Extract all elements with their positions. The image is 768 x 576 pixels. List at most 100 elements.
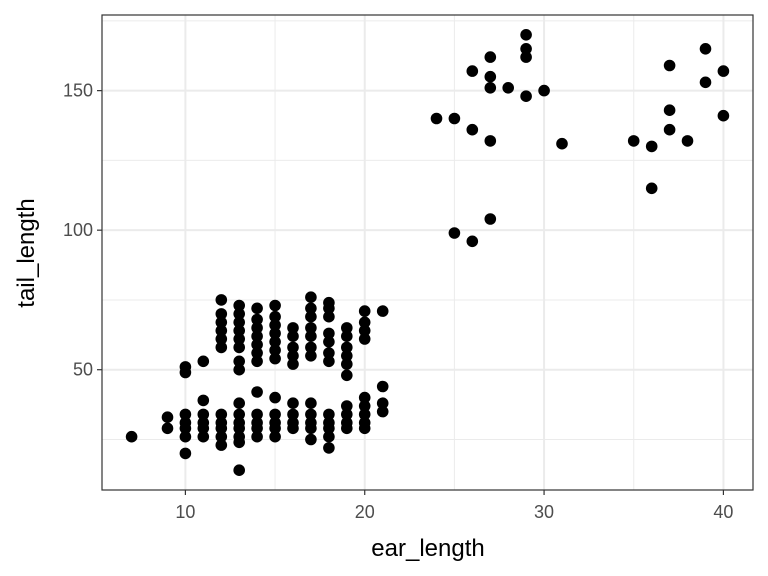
data-point: [323, 347, 335, 359]
y-axis-ticks: 50 100 150: [63, 81, 102, 380]
data-point: [269, 430, 281, 443]
data-point: [520, 90, 532, 102]
data-point: [287, 416, 299, 429]
data-point: [233, 416, 245, 429]
data-point: [341, 341, 353, 354]
data-point: [323, 416, 335, 429]
data-point: [233, 408, 245, 421]
data-point: [627, 135, 640, 147]
data-point: [538, 84, 550, 97]
data-point: [287, 358, 299, 370]
data-point: [251, 408, 263, 421]
data-point: [323, 310, 335, 323]
data-point: [287, 341, 299, 354]
data-point: [269, 310, 281, 323]
data-point: [251, 313, 263, 326]
data-point: [305, 330, 317, 343]
y-tick-label: 100: [63, 220, 93, 240]
y-tick-label: 50: [73, 360, 93, 380]
data-point: [197, 394, 210, 407]
data-point: [233, 430, 245, 443]
data-point: [215, 416, 228, 429]
data-point: [520, 51, 532, 63]
data-point: [323, 408, 335, 421]
data-point: [197, 408, 210, 421]
data-point: [430, 112, 443, 125]
data-point: [251, 302, 263, 315]
data-point: [520, 29, 532, 41]
data-point: [323, 355, 335, 368]
data-point: [233, 333, 245, 345]
data-point: [341, 408, 353, 421]
data-point: [323, 296, 335, 309]
data-point: [179, 408, 192, 421]
data-point: [484, 51, 497, 63]
data-point: [215, 439, 228, 451]
data-point: [179, 430, 192, 443]
data-point: [215, 430, 228, 443]
data-point: [305, 433, 317, 446]
data-point: [215, 308, 228, 320]
data-point: [376, 305, 389, 317]
data-point: [341, 322, 353, 334]
data-point: [305, 302, 317, 315]
data-point: [341, 358, 353, 370]
data-point: [233, 341, 245, 354]
data-point: [358, 324, 371, 337]
data-point: [448, 227, 461, 239]
data-point: [197, 416, 210, 429]
data-point: [305, 350, 317, 362]
data-point: [305, 291, 317, 304]
data-point: [663, 123, 676, 136]
data-point: [341, 369, 353, 382]
data-point: [699, 43, 712, 55]
panel-border: [101, 14, 754, 491]
data-point: [305, 416, 317, 429]
data-point: [305, 322, 317, 334]
data-point: [287, 322, 299, 334]
data-point: [305, 408, 317, 421]
data-point: [287, 397, 299, 410]
data-point: [179, 416, 192, 429]
data-point: [287, 408, 299, 421]
data-point: [269, 327, 281, 340]
data-point: [215, 324, 228, 337]
data-point: [251, 386, 263, 398]
data-point: [215, 333, 228, 345]
data-point: [305, 341, 317, 354]
y-tick-label: 150: [63, 81, 93, 101]
data-point: [358, 333, 371, 345]
data-point: [681, 135, 694, 147]
data-point: [269, 344, 281, 357]
data-point: [645, 182, 658, 195]
data-points: [125, 29, 730, 477]
data-point: [466, 123, 479, 136]
data-point: [269, 336, 281, 348]
data-point: [233, 299, 245, 312]
data-point: [125, 430, 138, 443]
data-point: [233, 355, 245, 368]
data-point: [466, 235, 479, 248]
data-point: [358, 400, 371, 412]
data-point: [502, 82, 514, 94]
data-point: [358, 408, 371, 421]
data-point: [269, 408, 281, 421]
data-point: [358, 391, 371, 404]
data-point: [251, 347, 263, 359]
data-point: [323, 430, 335, 443]
data-point: [269, 352, 281, 365]
data-point: [251, 338, 263, 351]
data-point: [323, 327, 335, 340]
x-tick-label: 40: [713, 502, 733, 522]
data-point: [251, 322, 263, 334]
data-point: [341, 330, 353, 343]
data-point: [161, 411, 174, 424]
data-point: [484, 82, 497, 94]
data-point: [376, 405, 389, 418]
data-point: [358, 316, 371, 329]
data-point: [376, 380, 389, 393]
data-point: [215, 341, 228, 354]
data-point: [233, 397, 245, 410]
grid-lines: [102, 15, 753, 490]
